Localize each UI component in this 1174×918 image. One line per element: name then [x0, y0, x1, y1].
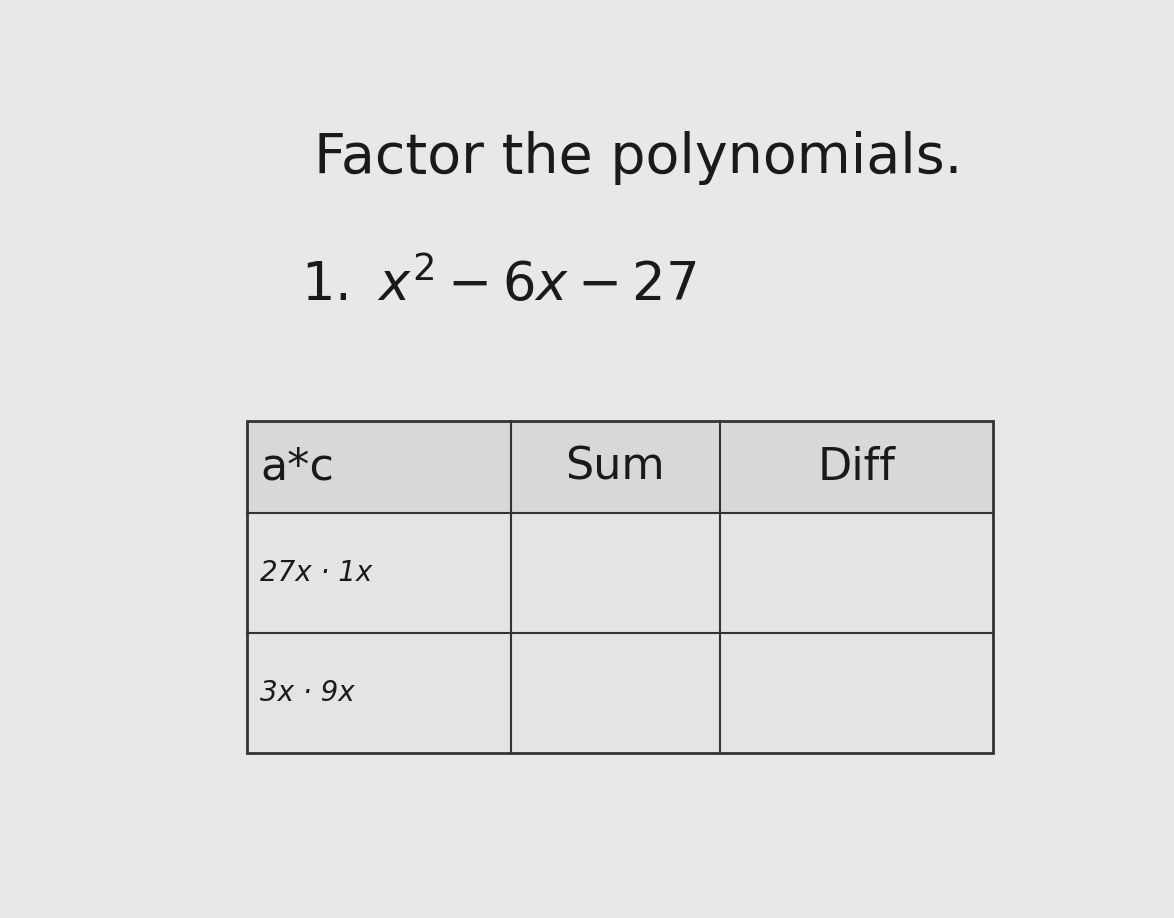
Text: Diff: Diff [817, 445, 896, 488]
Text: $\mathdefault{1.}\ x^{2} - 6x - 27$: $\mathdefault{1.}\ x^{2} - 6x - 27$ [302, 259, 696, 312]
Text: Sum: Sum [566, 445, 666, 488]
Bar [247, 513, 993, 754]
Text: a*c: a*c [261, 445, 335, 488]
Text: 3x · 9x: 3x · 9x [261, 679, 355, 708]
Text: Factor the polynomials.: Factor the polynomials. [313, 131, 963, 185]
Bar [247, 421, 993, 513]
Text: 27x · 1x: 27x · 1x [261, 559, 372, 588]
Bar [247, 421, 993, 754]
